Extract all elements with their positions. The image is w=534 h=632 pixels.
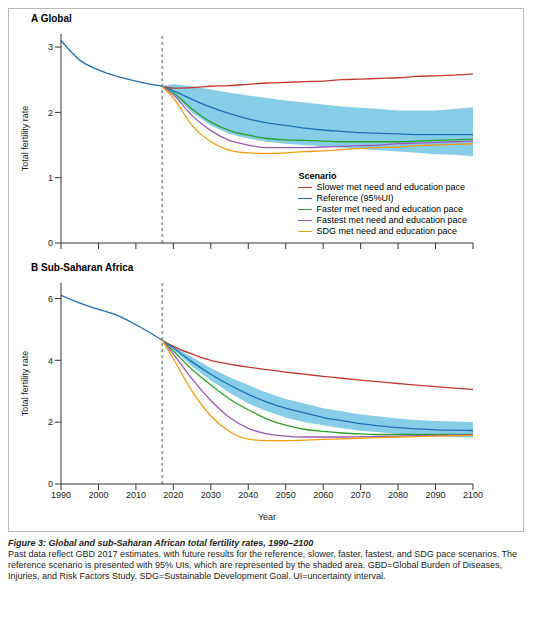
html-text:Scenario: Scenario	[298, 171, 337, 181]
html-text:Figure 3: Global and sub-Sahar: Figure 3: Global and sub-Saharan African…	[8, 538, 314, 548]
html-text:Reference (95%UI): Reference (95%UI)	[316, 193, 394, 203]
svg-text:2020: 2020	[163, 490, 183, 500]
svg-text:6: 6	[48, 294, 53, 304]
svg-text:2070: 2070	[351, 490, 371, 500]
svg-text:2030: 2030	[201, 490, 221, 500]
svg-text:1: 1	[48, 173, 53, 183]
html-text:Faster met need and education: Faster met need and education pace	[316, 204, 463, 214]
svg-text:Total fertility rate: Total fertility rate	[20, 106, 30, 172]
svg-text:2000: 2000	[88, 490, 108, 500]
html-text:A Global: A Global	[31, 13, 72, 24]
svg-text:2090: 2090	[426, 490, 446, 500]
svg-text:Year: Year	[258, 512, 276, 522]
svg-text:2040: 2040	[238, 490, 258, 500]
svg-text:2010: 2010	[126, 490, 146, 500]
html-text:B Sub-Saharan Africa: B Sub-Saharan Africa	[31, 262, 134, 273]
svg-text:2: 2	[48, 417, 53, 427]
svg-text:2: 2	[48, 108, 53, 118]
html-text:Fastest met need and education: Fastest met need and education pace	[316, 215, 467, 225]
svg-text:1990: 1990	[51, 490, 71, 500]
svg-text:Total fertility rate: Total fertility rate	[20, 351, 30, 417]
html-text:Slower met need and education: Slower met need and education pace	[316, 182, 465, 192]
svg-text:2050: 2050	[276, 490, 296, 500]
svg-text:4: 4	[48, 356, 53, 366]
svg-text:0: 0	[48, 479, 53, 489]
html-text:SDG met need and education pac: SDG met need and education pace	[316, 226, 457, 236]
html-text:Past data reflect GBD 2017 est: Past data reflect GBD 2017 estimates, wi…	[8, 549, 518, 581]
svg-text:2100: 2100	[463, 490, 483, 500]
svg-text:2080: 2080	[388, 490, 408, 500]
svg-text:2060: 2060	[313, 490, 333, 500]
svg-text:0: 0	[48, 238, 53, 248]
svg-text:3: 3	[48, 42, 53, 52]
